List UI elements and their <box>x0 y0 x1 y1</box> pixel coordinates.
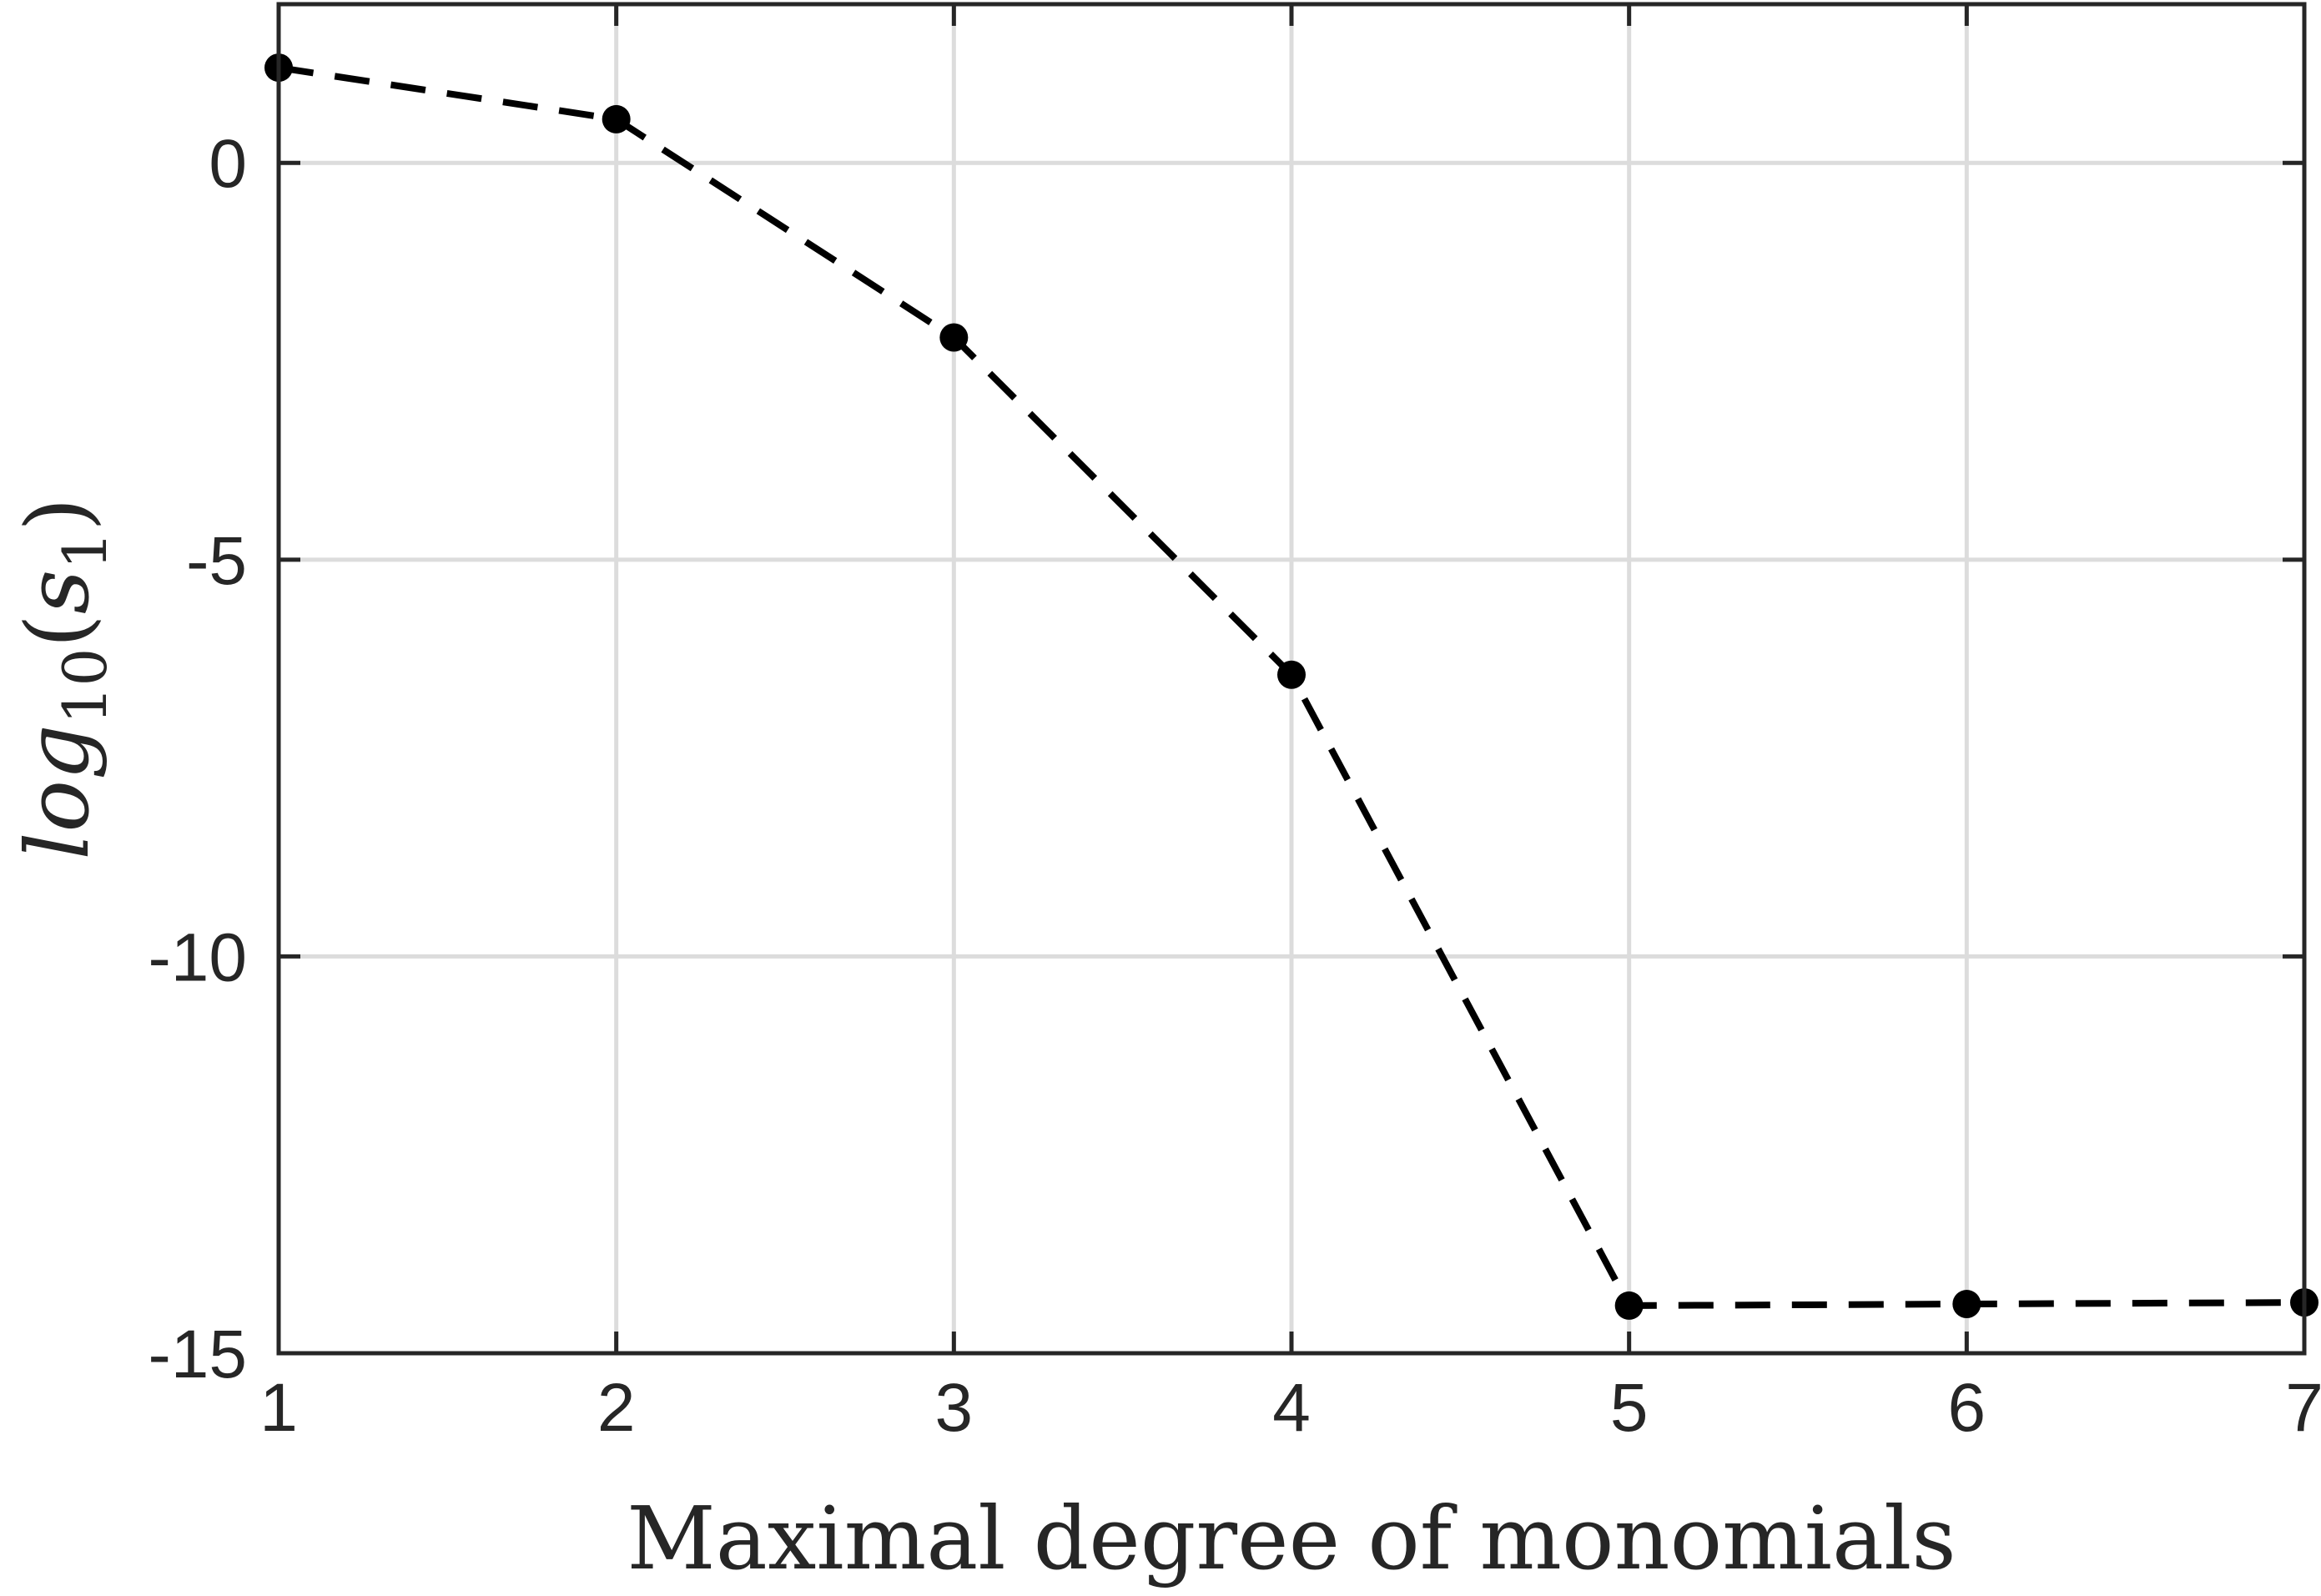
y-tick-label: 0 <box>209 126 247 202</box>
ticks <box>276 4 2307 1356</box>
data-point <box>1277 660 1306 689</box>
y-axis-label: log10(s1) <box>7 497 120 859</box>
x-axis-label: Maximal degree of monomials <box>627 1488 1956 1589</box>
x-tick-label: 5 <box>1610 1370 1649 1446</box>
x-tick-label: 6 <box>1948 1370 1986 1446</box>
y-axis-label-var: s <box>7 570 108 614</box>
data-point <box>1614 1291 1644 1320</box>
series-layer <box>264 53 2318 1320</box>
y-axis-label-var-subscript: 1 <box>50 531 120 570</box>
y-axis-label-base-subscript: 10 <box>50 648 120 725</box>
y-tick-label: -15 <box>148 1317 247 1392</box>
tick-labels: 1 2 3 4 5 6 7 -15 -10 -5 0 <box>148 126 2321 1446</box>
data-point <box>939 323 969 352</box>
y-axis-label-close-paren: ) <box>7 497 108 531</box>
data-point <box>1952 1290 1981 1319</box>
grid <box>276 4 2307 1356</box>
y-axis-label-open-paren: ( <box>7 614 108 648</box>
y-axis-label-base: log <box>7 724 108 859</box>
y-tick-label: -10 <box>148 919 247 995</box>
x-tick-label: 7 <box>2285 1370 2321 1446</box>
y-tick-label: -5 <box>186 523 247 599</box>
data-point <box>602 104 631 133</box>
x-tick-label: 2 <box>597 1370 636 1446</box>
svg-text:log10(s1): log10(s1) <box>7 497 120 859</box>
x-tick-label: 4 <box>1272 1370 1311 1446</box>
x-tick-label: 3 <box>935 1370 974 1446</box>
x-tick-label: 1 <box>259 1370 298 1446</box>
